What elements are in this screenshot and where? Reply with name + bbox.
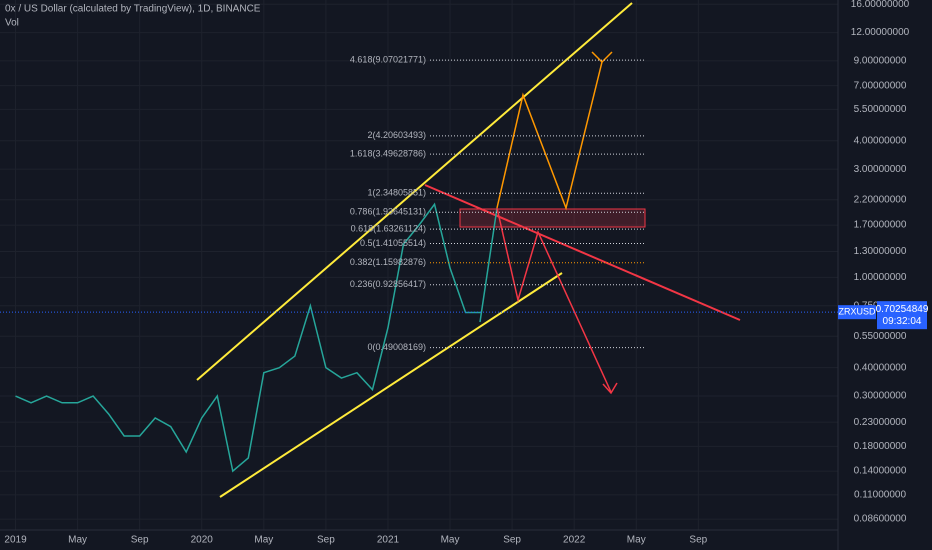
- y-tick-label: 1.00000000: [854, 272, 907, 283]
- x-tick-label: Sep: [503, 535, 521, 546]
- volume-label: Vol: [5, 18, 19, 29]
- drawings: [196, 2, 741, 498]
- y-tick-label: 4.00000000: [854, 135, 907, 146]
- y-tick-label: 0.08600000: [854, 514, 907, 525]
- fib-label: 0.5(1.41055514): [360, 238, 426, 248]
- path-green: [479, 207, 498, 323]
- countdown: 09:32:04: [883, 316, 922, 327]
- resistance-line: [424, 184, 741, 321]
- y-tick-label: 7.00000000: [854, 80, 907, 91]
- x-tick-label: Sep: [689, 535, 707, 546]
- y-tick-label: 0.55000000: [854, 331, 907, 342]
- arrow-head: [591, 51, 613, 64]
- price-line: [15, 202, 482, 473]
- y-tick-label: 9.00000000: [854, 56, 907, 67]
- y-tick-label: 0.11000000: [854, 489, 907, 500]
- chart-title: 0x / US Dollar (calculated by TradingVie…: [5, 4, 261, 15]
- x-tick-label: Sep: [317, 535, 335, 546]
- x-tick-label: May: [68, 535, 87, 546]
- fib-label: 1.618(3.49628786): [350, 148, 426, 158]
- symbol: ZRXUSD: [838, 307, 876, 317]
- y-tick-label: 1.70000000: [854, 220, 907, 231]
- x-tick-label: 2019: [4, 535, 27, 546]
- y-tick-label: 0.30000000: [854, 391, 907, 402]
- x-tick-label: May: [627, 535, 646, 546]
- x-tick-label: May: [254, 535, 273, 546]
- x-tick-label: May: [441, 535, 460, 546]
- fib-label: 1(2.34805851): [367, 188, 426, 198]
- fib-label: 0.786(1.93645131): [350, 207, 426, 217]
- path-orange: [496, 61, 603, 211]
- y-tick-label: 2.20000000: [854, 194, 907, 205]
- y-tick-label: 1.30000000: [854, 246, 907, 257]
- fib-label: 0(0.49008169): [367, 342, 426, 352]
- y-tick-label: 16.00000000: [851, 0, 910, 10]
- y-tick-label: 12.00000000: [851, 27, 910, 38]
- arrow-head: [602, 382, 618, 395]
- symbol-tag: [838, 305, 876, 320]
- y-tick-label: 3.00000000: [854, 164, 907, 175]
- channel-lower: [219, 272, 563, 498]
- fib-label: 4.618(9.07021771): [350, 55, 426, 65]
- path-red: [496, 207, 612, 393]
- x-tick-label: 2020: [191, 535, 214, 546]
- channel-upper: [196, 2, 633, 381]
- x-tick-label: Sep: [131, 535, 149, 546]
- fib-label: 2(4.20603493): [367, 130, 426, 140]
- x-tick-label: 2022: [563, 535, 586, 546]
- y-tick-label: 5.50000000: [854, 104, 907, 115]
- price-tag: [877, 301, 927, 330]
- y-tick-label: 0.14000000: [854, 466, 907, 477]
- fib-label: 0.236(0.92856417): [350, 279, 426, 289]
- fib-label: 0.618(1.63261124): [351, 223, 426, 233]
- y-tick-label: 0.18000000: [854, 441, 907, 452]
- y-tick-label: 0.23000000: [854, 417, 907, 428]
- last-price: 0.70254849: [876, 304, 929, 315]
- y-tick-label: 0.40000000: [854, 362, 907, 373]
- fib-label: 0.382(1.15982876): [350, 257, 426, 267]
- zone: [459, 208, 646, 228]
- x-tick-label: 2021: [377, 535, 400, 546]
